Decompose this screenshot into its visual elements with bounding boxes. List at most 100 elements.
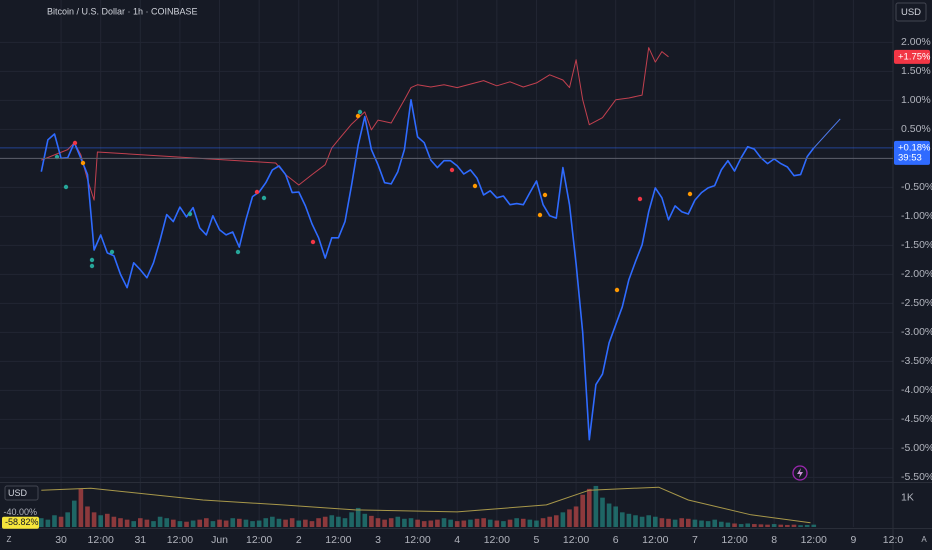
y-tick-label: -2.00% (901, 268, 932, 280)
currency-label[interactable]: USD (901, 7, 921, 18)
x-tick-label: 2 (296, 534, 302, 546)
volume-bar (461, 520, 467, 527)
alert-icon[interactable] (792, 465, 808, 481)
volume-bar (428, 520, 434, 527)
volume-bar (137, 518, 143, 527)
volume-bar (659, 518, 665, 527)
oscillator-tag-label: -58.82% (5, 517, 39, 527)
volume-bar (553, 515, 559, 527)
series-line (41, 47, 669, 201)
y-tick-label: -2.50% (901, 297, 932, 309)
volume-bar (758, 524, 764, 527)
y-tick-label: -1.00% (901, 210, 932, 222)
price-tag-label: +0.18% (898, 142, 931, 153)
x-tick-label: 12:00 (721, 534, 747, 546)
x-tick-label: 12:00 (484, 534, 510, 546)
y-tick-label: -4.00% (901, 384, 932, 396)
volume-bar (771, 524, 777, 527)
signal-dot (687, 191, 693, 197)
volume-bar (237, 518, 242, 527)
volume-bar (725, 522, 731, 527)
alert-bolt[interactable] (797, 468, 803, 478)
scale-button[interactable]: A (921, 535, 927, 544)
volume-bar (415, 519, 420, 527)
y-tick-label: 0.50% (901, 123, 931, 135)
volume-bar (197, 519, 203, 527)
volume-bar (303, 519, 308, 527)
volume-bar (329, 515, 335, 527)
volume-bar (573, 506, 579, 527)
signal-dot (187, 211, 193, 217)
volume-bar (375, 518, 381, 527)
signal-dot (449, 167, 455, 173)
signal-dot (89, 257, 95, 263)
volume-bar (190, 520, 196, 527)
y-tick-label: -5.50% (901, 471, 932, 483)
volume-bar (270, 516, 275, 527)
volume-bar (402, 518, 407, 527)
volume-currency-button[interactable] (4, 485, 39, 501)
volume-bar (395, 516, 401, 527)
volume-bar (157, 516, 163, 527)
volume-bar (124, 519, 130, 527)
x-tick-label: 9 (850, 534, 856, 546)
countdown-label: 39:53 (898, 152, 922, 163)
x-tick-label: 12:00 (404, 534, 430, 546)
grid (0, 0, 894, 527)
x-tick-label: Jun (211, 534, 228, 546)
volume-bar (501, 521, 506, 527)
x-tick-label: 12:00 (88, 534, 114, 546)
x-tick-label: 6 (613, 534, 619, 546)
signal-dot (63, 184, 69, 190)
volume-bar (514, 518, 519, 527)
signal-dot (235, 249, 241, 255)
volume-bar (369, 515, 374, 527)
volume-bar (732, 523, 737, 527)
volume-bar (349, 512, 354, 527)
volume-bar (217, 519, 222, 527)
x-tick-label: 4 (454, 534, 460, 546)
oscillator-line (41, 486, 811, 524)
y-tick-label: -0.50% (901, 181, 932, 193)
volume-bar (606, 503, 612, 527)
x-tick-label: 12:00 (642, 534, 668, 546)
volume-bar (613, 506, 619, 527)
volume-bar (738, 524, 744, 527)
volume-bar (540, 518, 546, 527)
x-tick-label: 12:00 (801, 534, 827, 546)
volume-bar (672, 519, 678, 527)
x-tick-label: 8 (771, 534, 777, 546)
volume-bar (230, 518, 236, 527)
oscillator-tick-label: -40.00% (3, 507, 37, 517)
volume-bar (785, 524, 790, 527)
volume-bar (296, 520, 302, 527)
volume-bar (184, 521, 189, 527)
volume-bar (336, 516, 341, 527)
volume-bar (560, 512, 566, 527)
volume-bar (250, 521, 255, 527)
volume-bar (666, 518, 671, 527)
volume-bar (316, 518, 321, 527)
volume-bar (65, 512, 70, 527)
signal-dot (89, 263, 95, 269)
volume-bar (322, 516, 328, 527)
volume-bar (45, 519, 51, 527)
volume-bar (388, 518, 394, 527)
scale-button[interactable]: Z (7, 535, 12, 544)
volume-bar (791, 524, 797, 527)
price-tag-label: +1.75% (898, 51, 931, 62)
volume-bar (639, 516, 645, 527)
volume-bar (151, 521, 156, 527)
volume-bar (686, 518, 691, 527)
volume-bar (204, 518, 209, 527)
volume-bar (38, 518, 44, 527)
volume-bar (256, 520, 262, 527)
volume-bar (71, 500, 77, 527)
volume-bar (474, 518, 480, 527)
volume-currency-label[interactable]: USD (8, 488, 28, 498)
signal-dot (542, 192, 548, 198)
currency-button[interactable] (895, 2, 927, 22)
x-tick-label: 12:0 (883, 534, 904, 546)
y-tick-label: 1.00% (901, 94, 931, 106)
volume-bar (481, 518, 486, 527)
